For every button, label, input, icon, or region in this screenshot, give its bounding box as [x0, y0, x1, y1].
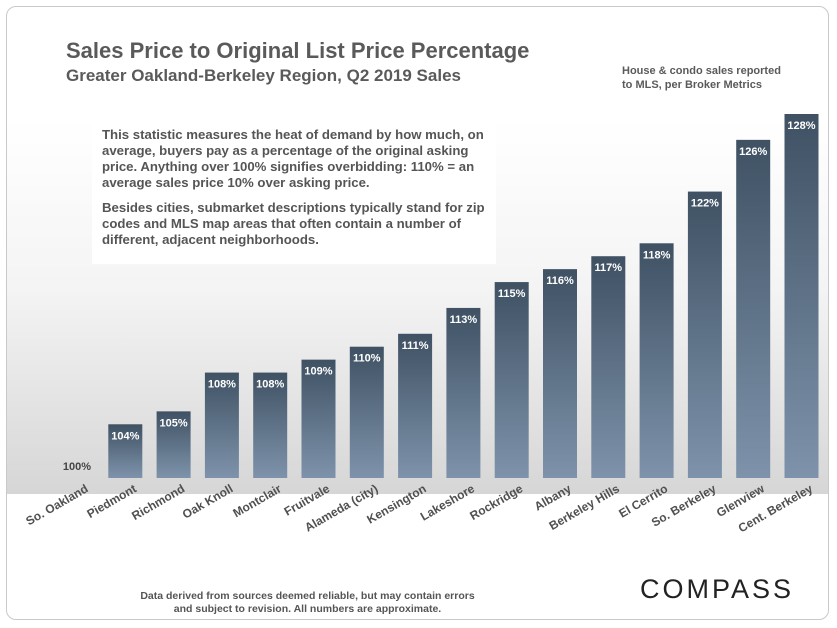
category-label-0: So. Oakland — [23, 481, 90, 528]
source-note-line-1: House & condo sales reported — [622, 65, 781, 77]
bar-5 — [301, 359, 336, 478]
bar-8 — [446, 307, 481, 478]
bar-label-2: 105% — [160, 417, 188, 429]
bar-1 — [108, 424, 143, 478]
footer-line-2: and subject to revision. All numbers are… — [173, 603, 442, 615]
bar-label-4: 108% — [256, 379, 284, 391]
category-label-2: Richmond — [129, 481, 187, 522]
category-label-3: Oak Knoll — [180, 481, 236, 521]
bar-label-0: 100% — [63, 461, 91, 473]
bar-4 — [253, 372, 288, 478]
category-label-8: Lakeshore — [418, 481, 477, 523]
bar-14 — [736, 139, 771, 478]
category-label-4: Montclair — [231, 481, 284, 520]
bar-12 — [639, 243, 674, 478]
bar-label-3: 108% — [208, 379, 236, 391]
category-label-9: Rockridge — [467, 481, 525, 523]
bar-label-14: 126% — [739, 146, 767, 158]
footer-line-1: Data derived from sources deemed reliabl… — [140, 590, 475, 602]
source-note-line-2: to MLS, per Broker Metrics — [622, 79, 762, 91]
bar-label-7: 111% — [402, 340, 429, 352]
bar-label-9: 115% — [498, 288, 526, 300]
info-paragraph-2: Besides cities, submarket descriptions t… — [102, 200, 485, 247]
footer-disclaimer: Data derived from sources deemed reliabl… — [135, 590, 480, 616]
compass-logo: COMPASS — [640, 574, 795, 604]
source-note: House & condo sales reported to MLS, per… — [622, 64, 781, 92]
bar-label-6: 110% — [353, 353, 381, 365]
bar-15 — [784, 114, 819, 478]
chart-title: Sales Price to Original List Price Perce… — [66, 38, 530, 63]
bar-label-10: 116% — [546, 275, 574, 287]
bar-label-8: 113% — [450, 314, 478, 326]
info-paragraph-1: This statistic measures the heat of dema… — [102, 127, 484, 190]
bar-7 — [398, 333, 433, 478]
bar-10 — [543, 269, 577, 478]
chart-subtitle: Greater Oakland-Berkeley Region, Q2 2019… — [66, 66, 461, 85]
info-box: This statistic measures the heat of dema… — [92, 118, 496, 264]
bar-2 — [156, 411, 191, 478]
bar-label-11: 117% — [595, 262, 623, 274]
bar-6 — [349, 346, 384, 478]
bar-3 — [204, 372, 239, 478]
bar-11 — [591, 256, 626, 478]
bar-label-1: 104% — [111, 430, 139, 442]
bar-label-13: 122% — [691, 198, 719, 210]
bar-label-5: 109% — [304, 366, 332, 378]
bar-label-12: 118% — [643, 249, 671, 261]
bar-label-15: 128% — [787, 120, 815, 132]
bar-9 — [494, 282, 529, 478]
bar-13 — [687, 191, 722, 479]
